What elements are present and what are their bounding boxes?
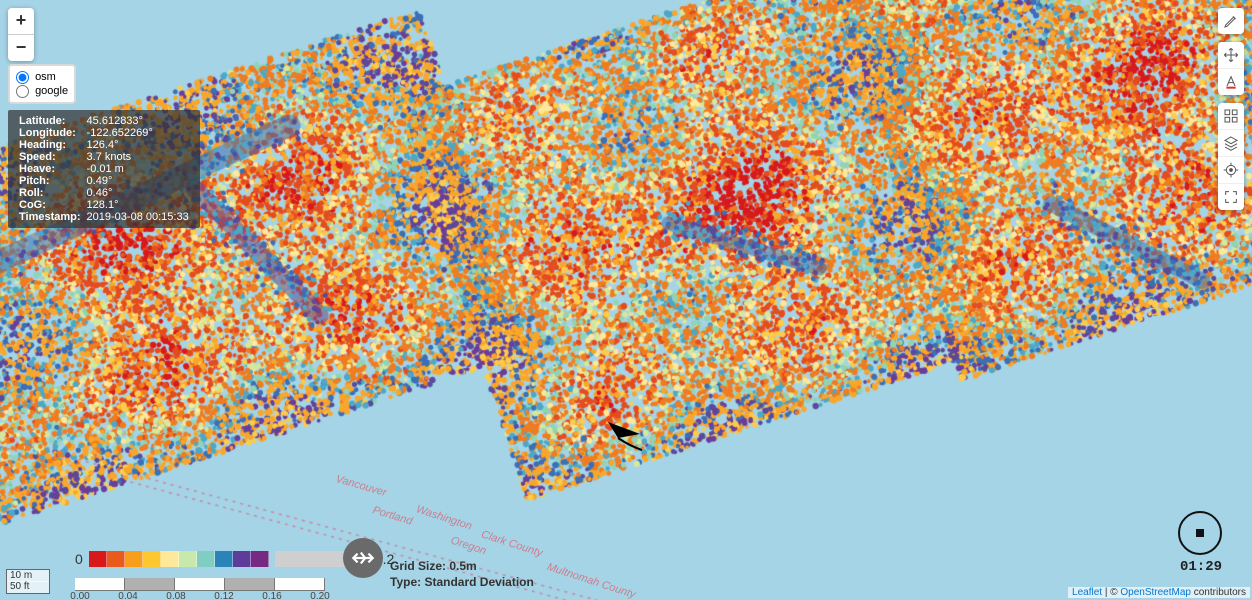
zoom-out-button[interactable]: − [8,34,34,61]
attrib-tail: contributors [1191,587,1246,598]
info-val: 0.46° [84,187,192,199]
info-val: 45.612833° [84,115,192,127]
basemap-option-google[interactable]: google [16,84,68,98]
locate-button[interactable] [1218,156,1244,183]
info-key: Latitude: [16,115,84,127]
nav-info-panel: Latitude:45.612833°Longitude:-122.652269… [8,110,200,228]
expand-icon [1223,189,1239,205]
map-scale: 10 m 50 ft [6,570,50,594]
info-val: 128.1° [84,199,192,211]
grid-type-label: Type: [390,575,421,589]
info-key: Timestamp: [16,211,84,223]
vessel-marker [604,418,644,459]
grid-type-value: Standard Deviation [424,575,533,589]
info-val: 126.4° [84,139,192,151]
info-key: Speed: [16,151,84,163]
move-button[interactable] [1218,42,1244,68]
fullscreen-button[interactable] [1218,183,1244,210]
info-val: 0.49° [84,175,192,187]
attrib-sep: | © [1102,587,1120,598]
legend-ruler: 0.000.040.080.120.160.20 [75,570,325,598]
info-val: 2019-03-08 00:15:33 [84,211,192,223]
osm-link[interactable]: OpenStreetMap [1120,587,1191,598]
info-val: -122.652269° [84,127,192,139]
info-val: 3.7 knots [84,151,192,163]
stop-icon [1196,529,1204,537]
info-key: Heave: [16,163,84,175]
grid-info: Grid Size: 0.5m Type: Standard Deviation [390,558,534,590]
zoom-control: + − [8,8,34,61]
tool-group-edit [1218,8,1244,34]
edit-button[interactable] [1218,8,1244,34]
basemap-option-osm[interactable]: osm [16,70,68,84]
grid-size-label: Grid Size: [390,559,446,573]
info-key: Pitch: [16,175,84,187]
info-val: -0.01 m [84,163,192,175]
grid-size-value: 0.5m [449,559,476,573]
basemap-selector: osm google [8,64,76,104]
stop-button[interactable] [1178,511,1222,555]
bathymetry-canvas[interactable] [0,0,1252,600]
tool-group-view [1218,103,1244,210]
tool-group-annotate [1218,42,1244,95]
move-icon [1223,47,1239,63]
info-key: Roll: [16,187,84,199]
basemap-radio-google[interactable] [16,85,29,98]
expand-legend-button[interactable] [343,538,383,578]
playback-control: 01:29 [1178,511,1222,575]
basemap-label-google: google [35,85,68,97]
layers-button[interactable] [1218,129,1244,156]
target-icon [1223,162,1239,178]
zoom-in-button[interactable]: + [8,8,34,34]
info-key: CoG: [16,199,84,211]
scale-imperial: 50 ft [6,581,50,594]
layers-icon [1223,135,1239,151]
basemap-radio-osm[interactable] [16,71,29,84]
text-color-button[interactable] [1218,68,1244,95]
leaflet-link[interactable]: Leaflet [1072,587,1102,598]
basemap-label-osm: osm [35,71,56,83]
legend-color-bar [89,551,269,567]
pencil-icon [1223,13,1239,29]
grid-button[interactable] [1218,103,1244,129]
text-a-icon [1223,74,1239,90]
legend-min: 0 [75,551,83,567]
playback-time: 01:29 [1180,559,1222,575]
info-key: Longitude: [16,127,84,139]
expand-horizontal-icon [350,545,376,571]
map-attribution: Leaflet | © OpenStreetMap contributors [1068,587,1250,598]
grid-icon [1223,108,1239,124]
info-key: Heading: [16,139,84,151]
